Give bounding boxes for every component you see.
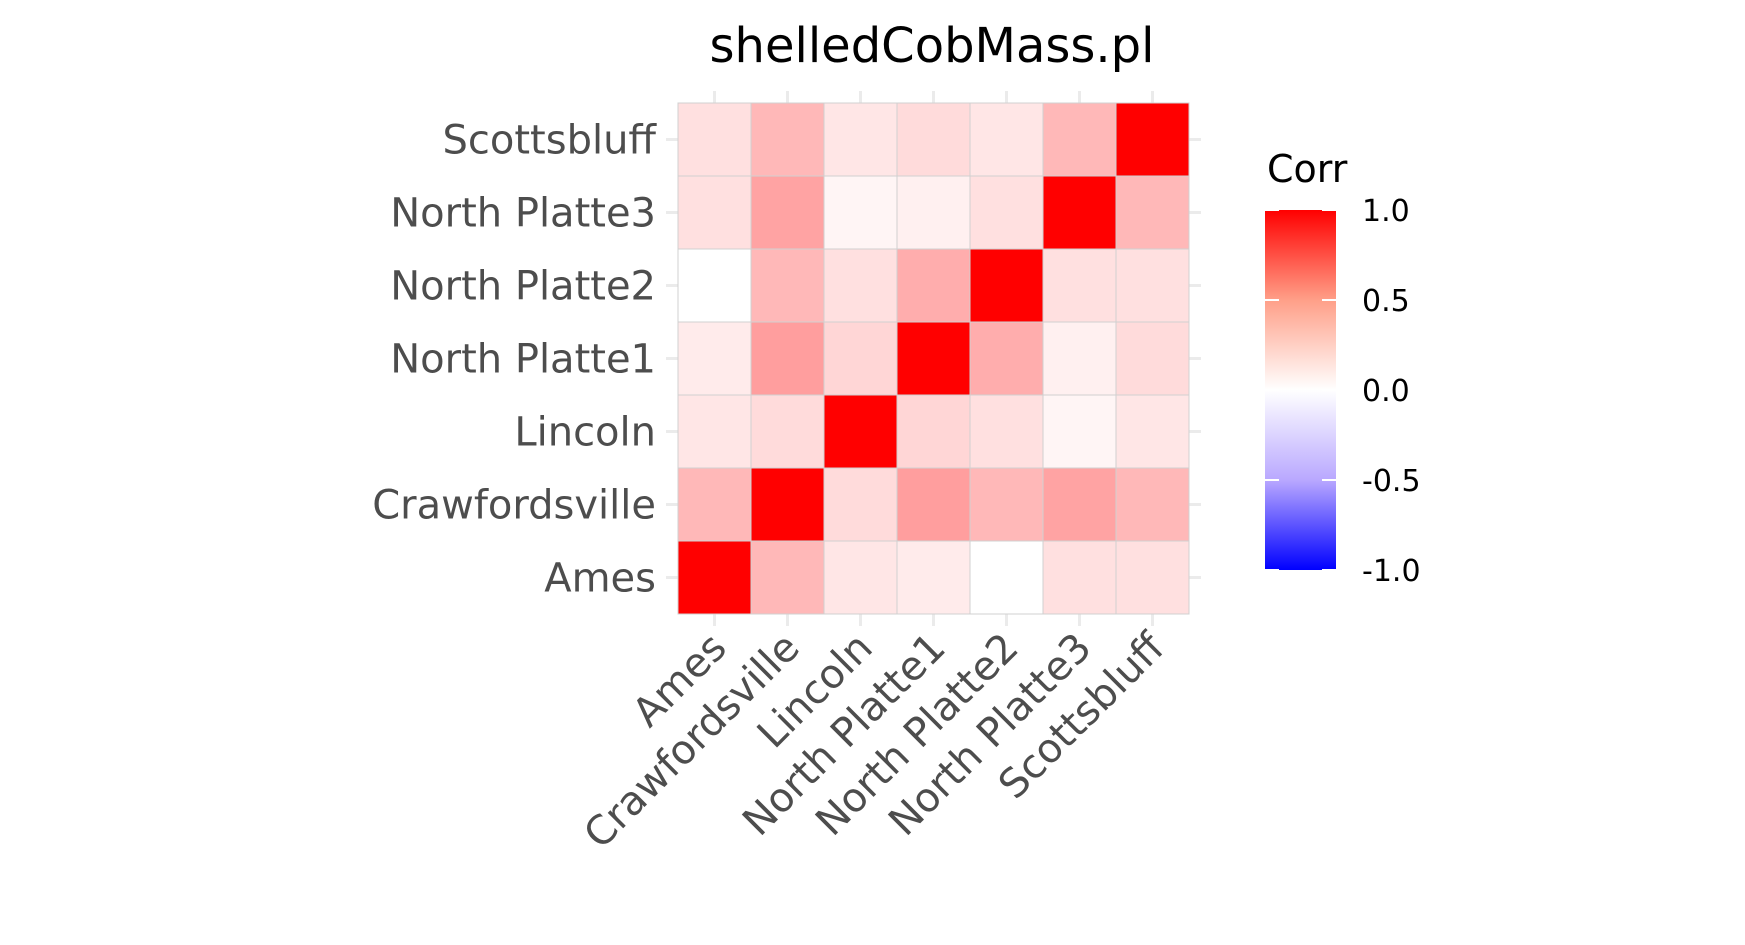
heatmap-cell-scottsbluff-ames [1115, 540, 1190, 615]
heatmap-cell-ames-crawfordsville [677, 467, 752, 542]
y-tick-label: North Platte1 [390, 337, 656, 383]
heatmap-cell-crawfordsville-north-platte2 [750, 248, 825, 323]
heatmap-cell-north-platte3-north-platte2 [1042, 248, 1117, 323]
heatmap-cell-north-platte3-lincoln [1042, 394, 1117, 469]
heatmap-cell-ames-ames [677, 540, 752, 615]
heatmap-cell-crawfordsville-scottsbluff [750, 102, 825, 177]
legend-tick-label: 0.5 [1362, 284, 1410, 319]
legend-tick-label: 1.0 [1362, 194, 1410, 229]
chart-title: shelledCobMass.pl [710, 18, 1155, 74]
heatmap-cell-north-platte1-north-platte3 [896, 175, 971, 250]
heatmap-cell-scottsbluff-crawfordsville [1115, 467, 1190, 542]
heatmap-cell-north-platte1-north-platte2 [896, 248, 971, 323]
heatmap-cell-lincoln-north-platte2 [823, 248, 898, 323]
y-tick-label: Scottsbluff [443, 118, 658, 164]
heatmap-cell-scottsbluff-north-platte3 [1115, 175, 1190, 250]
heatmap-cell-north-platte3-scottsbluff [1042, 102, 1117, 177]
y-tick-label: North Platte3 [390, 191, 656, 237]
y-tick-label: Crawfordsville [372, 483, 656, 529]
heatmap-cell-scottsbluff-north-platte2 [1115, 248, 1190, 323]
heatmap-cell-crawfordsville-lincoln [750, 394, 825, 469]
heatmap-cell-north-platte3-ames [1042, 540, 1117, 615]
heatmap-cell-ames-scottsbluff [677, 102, 752, 177]
heatmap-cell-lincoln-scottsbluff [823, 102, 898, 177]
heatmap-cells [677, 102, 1190, 615]
color-legend: Corr 1.0 0.5 0.0 -0.5 -1.0 [1265, 147, 1421, 589]
heatmap-cell-lincoln-north-platte1 [823, 321, 898, 396]
heatmap-cell-lincoln-north-platte3 [823, 175, 898, 250]
heatmap-cell-ames-north-platte3 [677, 175, 752, 250]
heatmap-cell-north-platte2-north-platte2 [969, 248, 1044, 323]
heatmap-cell-scottsbluff-scottsbluff [1115, 102, 1190, 177]
heatmap-cell-north-platte1-ames [896, 540, 971, 615]
heatmap-cell-crawfordsville-north-platte1 [750, 321, 825, 396]
y-tick-label: Lincoln [514, 410, 656, 456]
heatmap-cell-ames-lincoln [677, 394, 752, 469]
heatmap-cell-lincoln-lincoln [823, 394, 898, 469]
heatmap-cell-north-platte2-ames [969, 540, 1044, 615]
heatmap-cell-north-platte1-north-platte1 [896, 321, 971, 396]
legend-tick-label: -1.0 [1362, 554, 1421, 589]
heatmap-cell-north-platte3-north-platte3 [1042, 175, 1117, 250]
heatmap-cell-north-platte2-crawfordsville [969, 467, 1044, 542]
heatmap-cell-scottsbluff-lincoln [1115, 394, 1190, 469]
heatmap-cell-north-platte2-lincoln [969, 394, 1044, 469]
heatmap-cell-ames-north-platte1 [677, 321, 752, 396]
legend-title: Corr [1267, 147, 1348, 191]
heatmap-cell-north-platte2-north-platte3 [969, 175, 1044, 250]
heatmap-cell-lincoln-crawfordsville [823, 467, 898, 542]
heatmap-cell-north-platte2-north-platte1 [969, 321, 1044, 396]
heatmap-cell-scottsbluff-north-platte1 [1115, 321, 1190, 396]
legend-tick-label: 0.0 [1362, 374, 1410, 409]
heatmap-cell-north-platte3-crawfordsville [1042, 467, 1117, 542]
heatmap-cell-crawfordsville-crawfordsville [750, 467, 825, 542]
heatmap-cell-crawfordsville-north-platte3 [750, 175, 825, 250]
heatmap-cell-north-platte2-scottsbluff [969, 102, 1044, 177]
heatmap-cell-north-platte3-north-platte1 [1042, 321, 1117, 396]
y-tick-label: Ames [544, 556, 656, 602]
y-axis-labels: Ames Crawfordsville Lincoln North Platte1 No… [372, 118, 657, 602]
heatmap-cell-north-platte1-crawfordsville [896, 467, 971, 542]
heatmap-cell-ames-north-platte2 [677, 248, 752, 323]
legend-ticks: 1.0 0.5 0.0 -0.5 -1.0 [1265, 194, 1421, 589]
heatmap-cell-north-platte1-scottsbluff [896, 102, 971, 177]
heatmap-cell-crawfordsville-ames [750, 540, 825, 615]
heatmap-cell-north-platte1-lincoln [896, 394, 971, 469]
y-tick-label: North Platte2 [390, 264, 656, 310]
heatmap-cell-lincoln-ames [823, 540, 898, 615]
legend-tick-label: -0.5 [1362, 464, 1421, 499]
